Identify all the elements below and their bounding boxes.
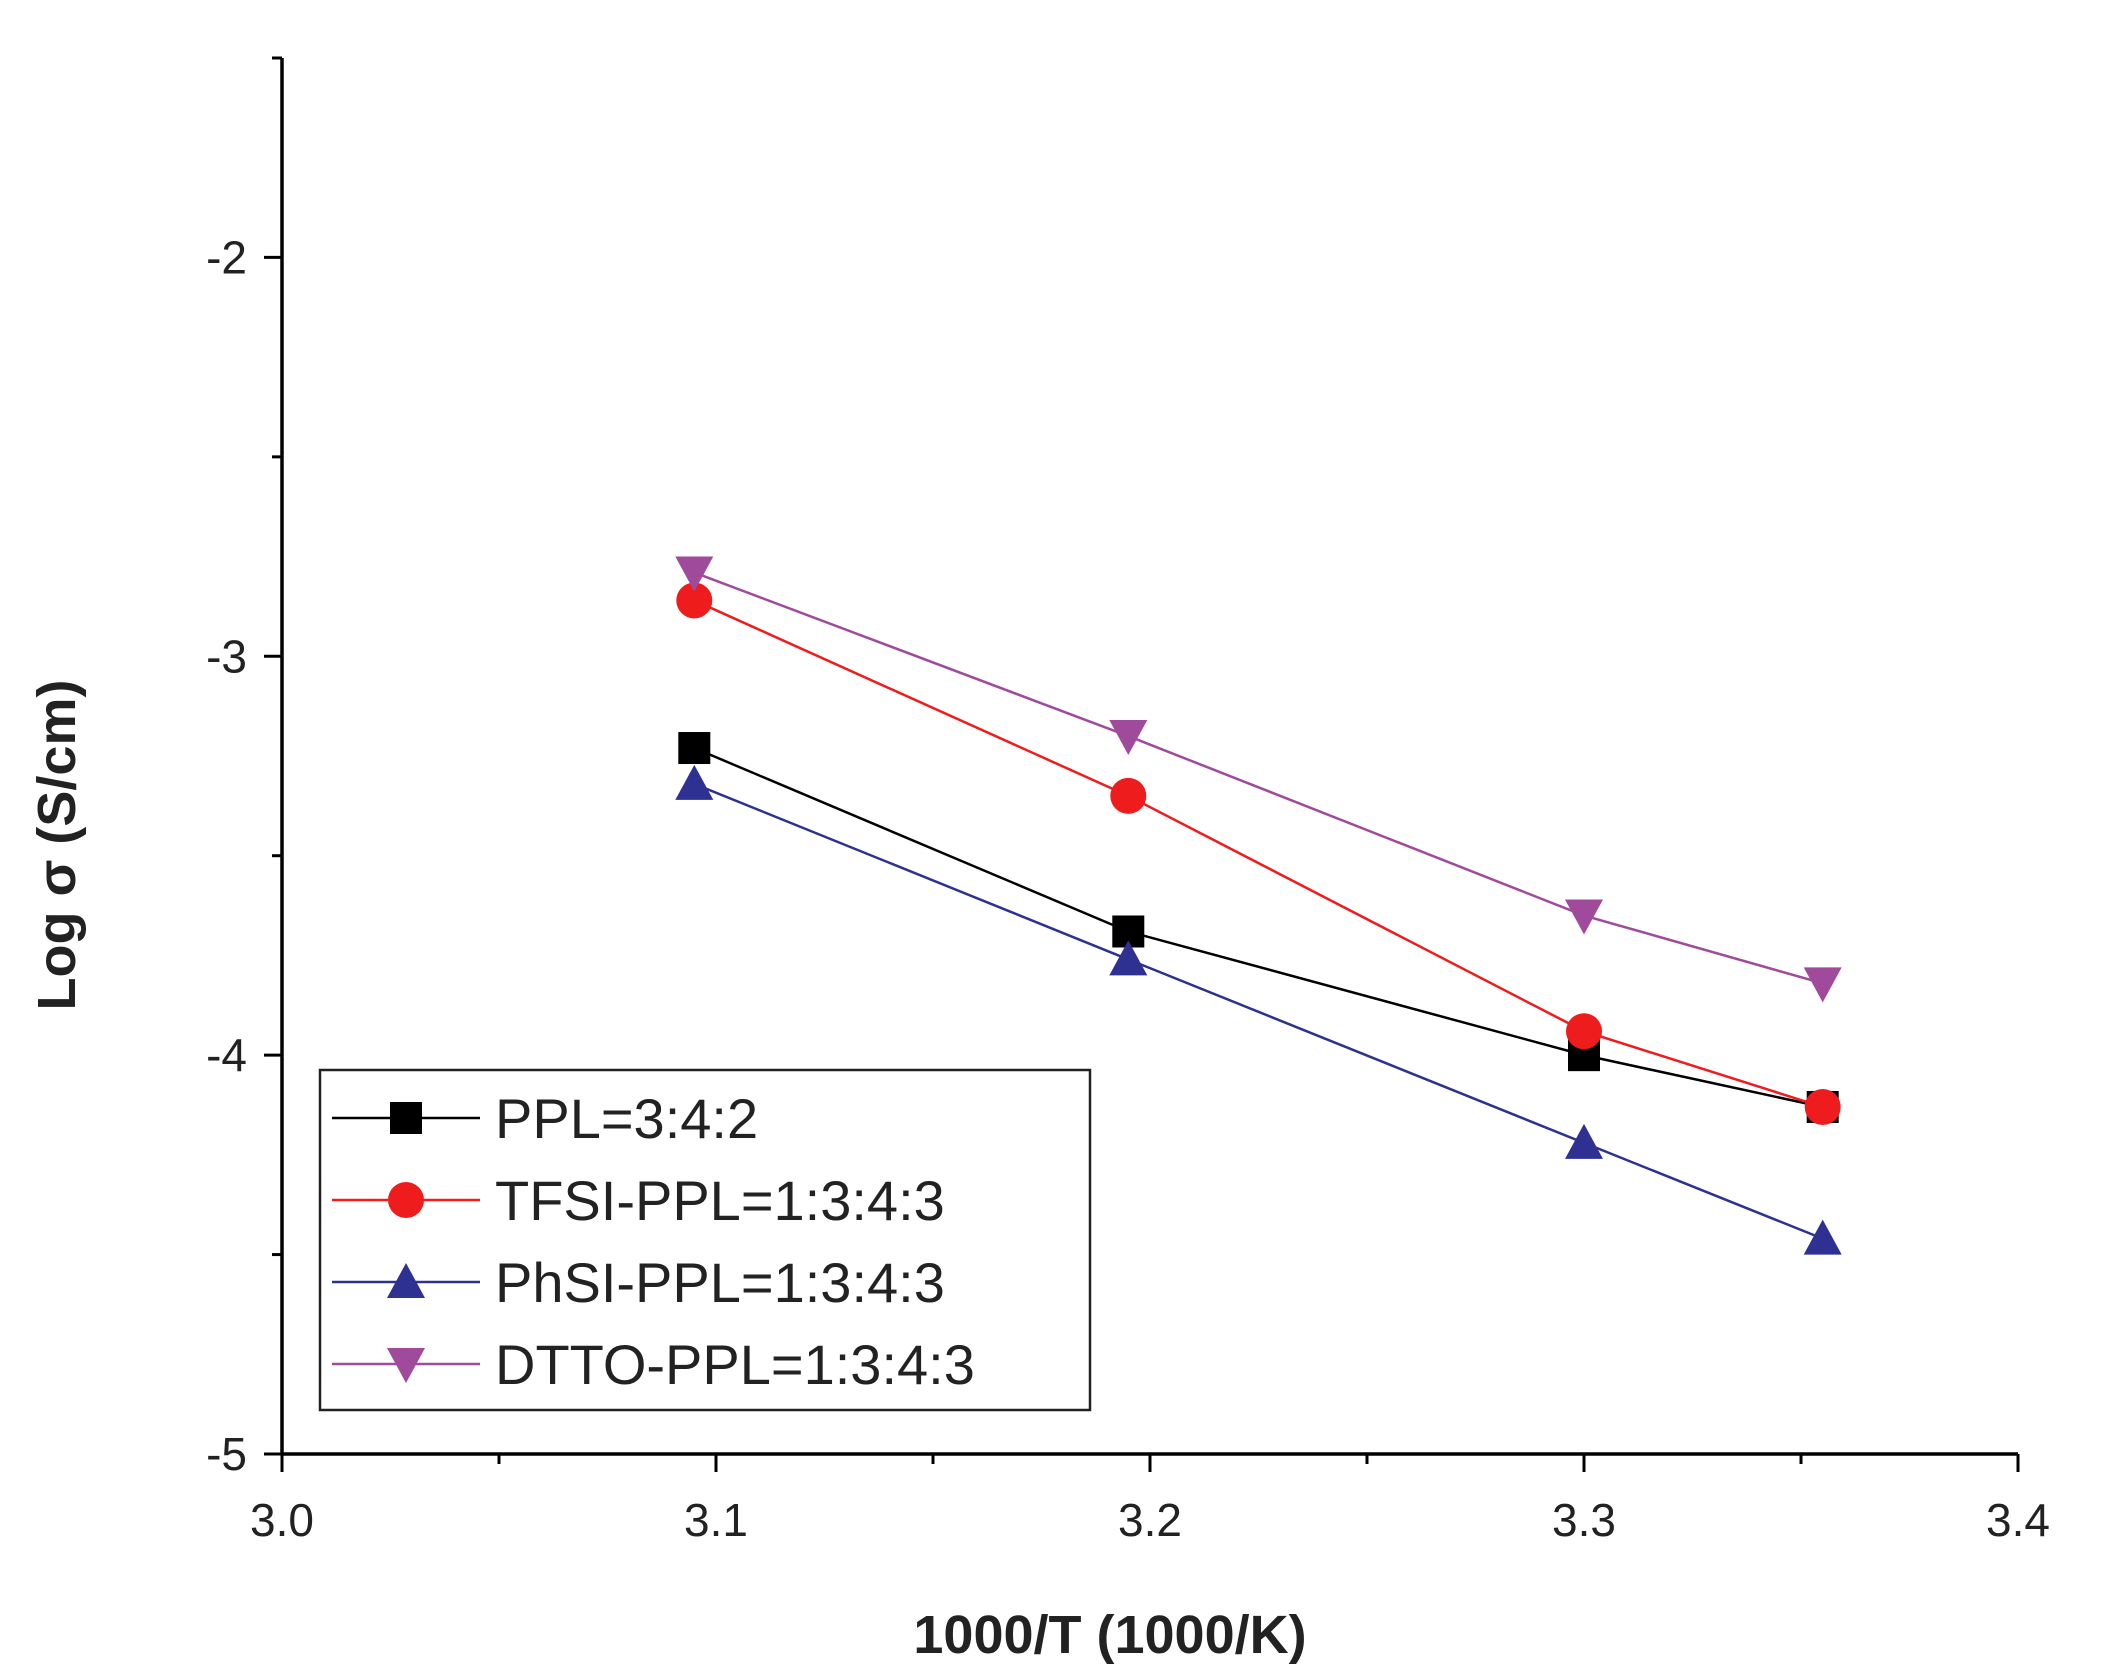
legend-marker xyxy=(388,1182,424,1218)
y-axis-title: Log σ (S/cm) xyxy=(27,680,87,1011)
x-axis-title: 1000/T (1000/K) xyxy=(913,1605,1306,1665)
legend-entry: PhSI-PPL=1:3:4:3 xyxy=(332,1251,945,1314)
data-point xyxy=(675,556,714,592)
data-point xyxy=(1109,720,1148,756)
legend: PPL=3:4:2 TFSI-PPL=1:3:4:3 PhSI-PPL=1:3:4:… xyxy=(318,1068,1092,1412)
series-line xyxy=(693,599,1824,1109)
legend-label: PPL=3:4:2 xyxy=(495,1087,758,1150)
x-tick-label: 3.0 xyxy=(250,1494,314,1546)
legend-marker xyxy=(390,1102,422,1134)
series-4 xyxy=(675,556,1842,1003)
data-point xyxy=(675,764,714,800)
data-point xyxy=(1110,777,1147,814)
data-point xyxy=(1109,940,1148,976)
legend-marker xyxy=(387,1263,425,1298)
y-axis-ticks: -5 -4 -3 -2 xyxy=(206,56,282,1480)
data-point xyxy=(1566,1013,1602,1050)
legend-label: PhSI-PPL=1:3:4:3 xyxy=(495,1251,945,1314)
data-point xyxy=(1803,967,1842,1003)
series-3 xyxy=(675,764,1842,1255)
x-axis-ticks: 3.0 3.1 3.2 3.3 3.4 xyxy=(250,1454,2050,1546)
series-line xyxy=(693,746,1823,1109)
series-1 xyxy=(678,732,1839,1123)
legend-label: DTTO-PPL=1:3:4:3 xyxy=(495,1333,975,1396)
y-tick-label: -4 xyxy=(206,1029,247,1081)
legend-entry: TFSI-PPL=1:3:4:3 xyxy=(332,1169,945,1232)
x-tick-label: 3.3 xyxy=(1552,1494,1616,1546)
y-tick-label: -2 xyxy=(206,231,247,283)
series-2 xyxy=(676,582,1841,1125)
legend-marker xyxy=(387,1348,425,1383)
legend-frame xyxy=(318,1068,1092,1412)
legend-label: TFSI-PPL=1:3:4:3 xyxy=(495,1169,945,1232)
data-point xyxy=(1565,1123,1603,1159)
data-point xyxy=(1565,899,1603,935)
data-point xyxy=(676,582,713,619)
series-line xyxy=(693,571,1824,985)
data-point xyxy=(1804,1088,1841,1125)
y-tick-label: -3 xyxy=(206,630,247,682)
series-line xyxy=(693,782,1824,1240)
x-tick-label: 3.4 xyxy=(1986,1494,2050,1546)
y-tick-label: -5 xyxy=(206,1428,247,1480)
plot-area xyxy=(675,556,1842,1255)
legend-entry: PPL=3:4:2 xyxy=(332,1087,758,1150)
x-tick-label: 3.2 xyxy=(1118,1494,1182,1546)
x-tick-label: 3.1 xyxy=(684,1494,748,1546)
legend-entry: DTTO-PPL=1:3:4:3 xyxy=(332,1333,975,1396)
data-point xyxy=(678,732,711,765)
data-point xyxy=(1803,1219,1842,1255)
